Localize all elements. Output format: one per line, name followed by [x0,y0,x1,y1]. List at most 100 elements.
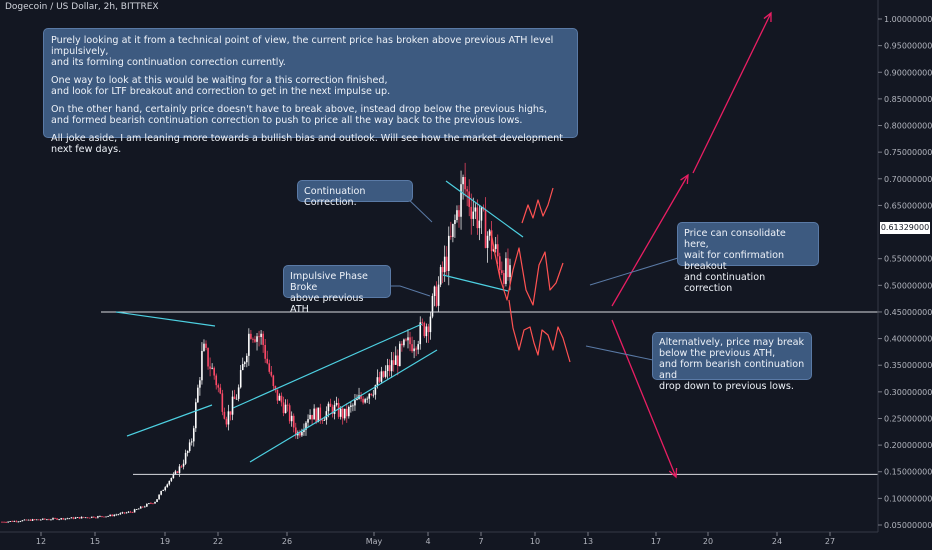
time-tick-label: May [366,537,383,546]
price-tick-label: 0.95000000 [884,42,932,51]
candle-body [223,411,226,419]
candle-body [25,519,28,521]
time-tick-label: 15 [90,537,100,546]
candle-body [44,518,46,520]
candle-body [90,516,93,518]
candle-body [127,511,130,513]
time-tick-label: 12 [36,537,46,546]
candle-body [427,326,430,333]
candle-body [82,516,85,518]
candle-body [184,452,187,464]
projection-paths [490,187,571,363]
bullish-arrow-extended [692,12,772,174]
candle-body [454,220,456,224]
candle-body [382,371,385,377]
candle-body [274,386,277,390]
candle-body [201,351,203,381]
candle-body [380,371,383,382]
bullish-arrow-extended-head [763,11,772,23]
candle-body [378,377,381,382]
trendline [126,404,213,437]
candle-body [168,480,171,485]
candle-body [364,399,366,403]
candle-body [372,394,375,396]
candle-body [354,400,356,406]
price-axis[interactable]: 1.00000000 0.95000000 0.90000000 0.85000000… [877,0,932,532]
candle-body [178,466,181,473]
candle-body [162,490,164,491]
candle-body [156,499,158,502]
candle-body [301,431,303,436]
candle-body [447,235,450,271]
candle-body [42,518,44,520]
candle-body [399,343,401,366]
candle-body [445,256,448,271]
candle-body [352,405,354,407]
candle-body [17,521,20,523]
horizontal-levels [101,311,878,475]
candle-body [396,355,399,366]
candle-body [452,223,454,237]
candle-body [494,244,497,249]
time-tick-label: 27 [825,537,835,546]
candle-body [109,514,111,517]
price-tick-label: 0.40000000 [884,335,932,344]
candle-body [337,402,340,417]
candle-body [329,403,332,407]
candle-body [384,371,387,377]
candle-body [180,466,183,468]
price-tick-label: 0.30000000 [884,388,932,397]
time-tick-label: 20 [703,537,713,546]
bullish-arrow-head [680,173,689,185]
candle-body [131,512,134,513]
candle-body [105,516,107,518]
candle-body [176,471,179,473]
alternative-text: Alternatively, price may break below the… [659,337,805,392]
candle-body [146,503,148,507]
candle-body [429,316,432,333]
candle-body [484,209,487,248]
consolidation-path [490,231,564,306]
candle-body [97,516,99,518]
candle-body [486,235,489,248]
candle-body [233,396,236,399]
candle-body [390,360,393,372]
candle-body [37,519,40,521]
price-tick-label: 0.15000000 [884,468,932,477]
candle-body [362,398,364,403]
candle-body [256,336,258,342]
candle-body [343,408,346,419]
analysis-paragraph: One way to look at this would be waiting… [51,75,391,97]
trendlines [115,180,524,463]
candle-body [46,519,48,521]
candle-body [125,512,128,514]
candle-body [311,414,313,420]
candle-body [70,517,73,519]
candle-body [203,343,205,352]
candle-body [133,509,136,513]
price-tick-label: 0.70000000 [884,175,932,184]
candle-body [368,393,371,399]
alternative-connector [585,345,654,361]
candle-body [207,347,209,367]
candle-body [39,519,42,521]
candle-body [172,474,175,478]
price-tick-label: 0.90000000 [884,68,932,77]
candle-body [48,519,50,521]
price-tick-label: 0.45000000 [884,308,932,317]
time-tick-label: 17 [651,537,661,546]
candle-body [141,506,144,508]
candle-body [199,380,201,388]
candle-body [93,516,95,518]
candle-body [225,418,228,425]
time-axis[interactable]: 12 15 19 22 26 May 4 7 10 13 17 20 24 27 [0,531,878,546]
candle-body [209,366,211,369]
candle-body [421,322,424,324]
candle-body [413,348,415,352]
candle-body [280,395,283,403]
candle-body [192,428,195,442]
candle-body [19,521,22,523]
candle-body [496,244,499,257]
candle-body [154,501,156,504]
